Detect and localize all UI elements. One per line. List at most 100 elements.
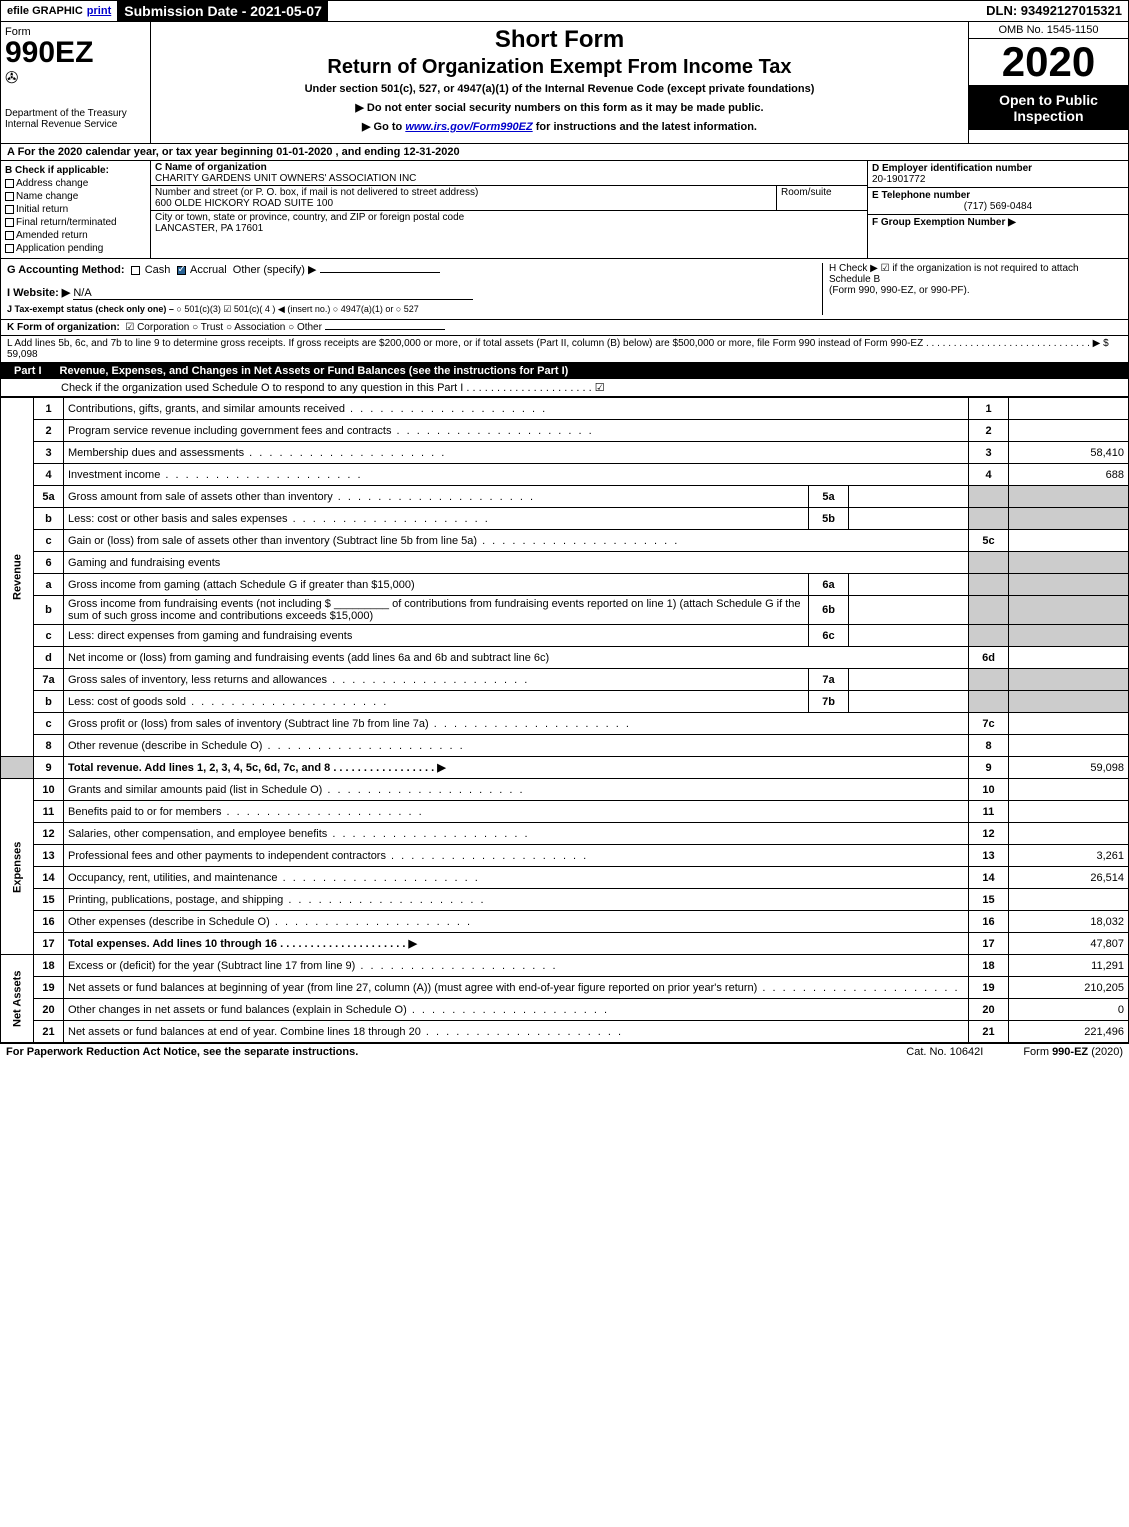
website-value: N/A bbox=[73, 287, 473, 300]
treasury-seal-icon: ✇ bbox=[5, 68, 146, 88]
row-7a-val bbox=[849, 669, 969, 691]
row-5c-val bbox=[1009, 530, 1129, 552]
other-org-input[interactable] bbox=[325, 329, 445, 330]
row-16-desc: Other expenses (describe in Schedule O) bbox=[64, 911, 969, 933]
row-8-desc: Other revenue (describe in Schedule O) bbox=[64, 735, 969, 757]
footer-form: Form 990-EZ (2020) bbox=[1023, 1046, 1123, 1058]
header-center: Short Form Return of Organization Exempt… bbox=[151, 22, 968, 143]
chk-amended-return[interactable]: Amended return bbox=[5, 230, 146, 241]
line-k: K Form of organization: ☑ Corporation ○ … bbox=[0, 320, 1129, 336]
row-7a-desc: Gross sales of inventory, less returns a… bbox=[64, 669, 809, 691]
row-5a-desc: Gross amount from sale of assets other t… bbox=[64, 486, 809, 508]
chk-name-change[interactable]: Name change bbox=[5, 191, 146, 202]
header-left: Form 990EZ ✇ Department of the Treasury … bbox=[1, 22, 151, 143]
ein-value: 20-1901772 bbox=[872, 174, 1124, 185]
form-of-org-label: K Form of organization: bbox=[7, 322, 120, 333]
part1-bar: Part I Revenue, Expenses, and Changes in… bbox=[0, 363, 1129, 379]
row-5a-val bbox=[849, 486, 969, 508]
accounting-label: G Accounting Method: bbox=[7, 264, 125, 276]
part1-title: Revenue, Expenses, and Changes in Net As… bbox=[60, 365, 569, 377]
row-19-val: 210,205 bbox=[1009, 977, 1129, 999]
dln: DLN: 93492127015321 bbox=[980, 1, 1128, 21]
row-6d-val bbox=[1009, 647, 1129, 669]
dept-treasury: Department of the Treasury bbox=[5, 108, 146, 119]
row-21-val: 221,496 bbox=[1009, 1021, 1129, 1043]
chk-application-pending[interactable]: Application pending bbox=[5, 243, 146, 254]
row-11-desc: Benefits paid to or for members bbox=[64, 801, 969, 823]
row-6-desc: Gaming and fundraising events bbox=[64, 552, 969, 574]
row-9-val: 59,098 bbox=[1009, 757, 1129, 779]
other-specify-input[interactable] bbox=[320, 272, 440, 273]
line-l: L Add lines 5b, 6c, and 7b to line 9 to … bbox=[0, 336, 1129, 363]
tax-exempt-label: J Tax-exempt status (check only one) – bbox=[7, 304, 174, 314]
print-link[interactable]: print bbox=[87, 5, 111, 17]
efile-graphic-print[interactable]: efile GRAPHIC print bbox=[1, 1, 118, 21]
open-to-public: Open to Public Inspection bbox=[969, 86, 1128, 130]
row-7c-val bbox=[1009, 713, 1129, 735]
top-bar: efile GRAPHIC print Submission Date - 20… bbox=[0, 0, 1129, 22]
footer-left: For Paperwork Reduction Act Notice, see … bbox=[6, 1046, 866, 1058]
form-number: 990EZ bbox=[5, 38, 146, 68]
under-section: Under section 501(c), 527, or 4947(a)(1)… bbox=[159, 83, 960, 95]
row-12-val bbox=[1009, 823, 1129, 845]
city-label: City or town, state or province, country… bbox=[155, 212, 863, 223]
info-boxes: B Check if applicable: Address change Na… bbox=[0, 161, 1129, 259]
tax-year: 2020 bbox=[969, 39, 1128, 86]
row-21-desc: Net assets or fund balances at end of ye… bbox=[64, 1021, 969, 1043]
no-ssn-warning: ▶ Do not enter social security numbers o… bbox=[159, 101, 960, 114]
irs-link[interactable]: www.irs.gov/Form990EZ bbox=[405, 121, 532, 133]
org-name: CHARITY GARDENS UNIT OWNERS' ASSOCIATION… bbox=[155, 173, 863, 184]
street-label: Number and street (or P. O. box, if mail… bbox=[155, 187, 772, 198]
chk-final-return[interactable]: Final return/terminated bbox=[5, 217, 146, 228]
row-10-val bbox=[1009, 779, 1129, 801]
row-4-val: 688 bbox=[1009, 464, 1129, 486]
row-5b-val bbox=[849, 508, 969, 530]
row-1-desc: Contributions, gifts, grants, and simila… bbox=[64, 398, 969, 420]
short-form-title: Short Form bbox=[159, 26, 960, 54]
row-20-desc: Other changes in net assets or fund bala… bbox=[64, 999, 969, 1021]
row-7c-desc: Gross profit or (loss) from sales of inv… bbox=[64, 713, 969, 735]
row-7b-desc: Less: cost of goods sold bbox=[64, 691, 809, 713]
chk-address-change[interactable]: Address change bbox=[5, 178, 146, 189]
row-3-desc: Membership dues and assessments bbox=[64, 442, 969, 464]
row-11-val bbox=[1009, 801, 1129, 823]
omb-number: OMB No. 1545-1150 bbox=[969, 22, 1128, 39]
box-h-line2: (Form 990, 990-EZ, or 990-PF). bbox=[829, 285, 1122, 296]
row-6c-val bbox=[849, 625, 969, 647]
room-label: Room/suite bbox=[781, 187, 863, 198]
row-6c-desc: Less: direct expenses from gaming and fu… bbox=[64, 625, 809, 647]
box-gh: G Accounting Method: Cash Accrual Other … bbox=[0, 259, 1129, 320]
row-6a-val bbox=[849, 574, 969, 596]
row-1-val bbox=[1009, 398, 1129, 420]
expenses-side-label: Expenses bbox=[1, 779, 34, 955]
row-5b-desc: Less: cost or other basis and sales expe… bbox=[64, 508, 809, 530]
irs-label: Internal Revenue Service bbox=[5, 119, 146, 130]
chk-cash[interactable] bbox=[131, 266, 140, 275]
part1-table: Revenue 1 Contributions, gifts, grants, … bbox=[0, 397, 1129, 1043]
row-13-desc: Professional fees and other payments to … bbox=[64, 845, 969, 867]
submission-date: Submission Date - 2021-05-07 bbox=[118, 1, 328, 21]
row-19-desc: Net assets or fund balances at beginning… bbox=[64, 977, 969, 999]
row-8-val bbox=[1009, 735, 1129, 757]
row-7b-val bbox=[849, 691, 969, 713]
box-defg: D Employer identification number 20-1901… bbox=[868, 161, 1128, 258]
part1-check: Check if the organization used Schedule … bbox=[0, 379, 1129, 397]
row-12-desc: Salaries, other compensation, and employ… bbox=[64, 823, 969, 845]
row-2-val bbox=[1009, 420, 1129, 442]
chk-initial-return[interactable]: Initial return bbox=[5, 204, 146, 215]
row-6a-desc: Gross income from gaming (attach Schedul… bbox=[64, 574, 809, 596]
box-d: D Employer identification number 20-1901… bbox=[868, 161, 1128, 188]
row-15-desc: Printing, publications, postage, and shi… bbox=[64, 889, 969, 911]
website-label: I Website: ▶ bbox=[7, 287, 70, 299]
row-18-val: 11,291 bbox=[1009, 955, 1129, 977]
row-9-desc: Total revenue. Add lines 1, 2, 3, 4, 5c,… bbox=[64, 757, 969, 779]
row-13-val: 3,261 bbox=[1009, 845, 1129, 867]
group-exemption-label: F Group Exemption Number ▶ bbox=[872, 217, 1016, 228]
row-15-val bbox=[1009, 889, 1129, 911]
row-6d-desc: Net income or (loss) from gaming and fun… bbox=[64, 647, 969, 669]
chk-accrual[interactable] bbox=[177, 266, 186, 275]
row-16-val: 18,032 bbox=[1009, 911, 1129, 933]
box-b: B Check if applicable: Address change Na… bbox=[1, 161, 151, 258]
row-5c-desc: Gain or (loss) from sale of assets other… bbox=[64, 530, 969, 552]
part1-label: Part I bbox=[6, 365, 50, 377]
